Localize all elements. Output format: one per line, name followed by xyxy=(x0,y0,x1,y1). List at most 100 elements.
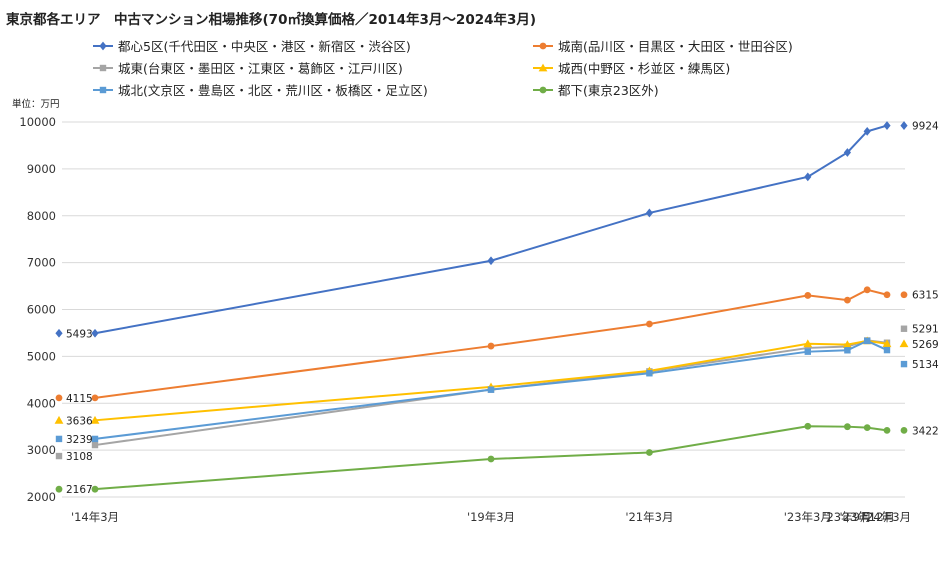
data-label-marker xyxy=(55,452,63,460)
data-point xyxy=(487,455,495,463)
legend-swatch-icon xyxy=(93,86,113,93)
x-tick-label: '23年9月 xyxy=(823,510,871,524)
data-label-marker xyxy=(55,394,63,402)
data-point xyxy=(804,292,812,299)
legend-item-4: 城西(中野区・杉並区・練馬区) xyxy=(532,58,730,77)
data-point xyxy=(883,291,891,299)
y-tick-label: 8000 xyxy=(27,209,56,223)
data-point xyxy=(646,370,653,377)
legend-item-2: 城南(品川区・目黒区・大田区・世田谷区) xyxy=(532,36,793,55)
legend-swatch-icon xyxy=(533,86,553,93)
y-tick-label: 10000 xyxy=(19,115,56,129)
data-point xyxy=(91,485,99,493)
data-label-end: 5291 xyxy=(912,324,939,336)
series-6: 2167 3422 xyxy=(55,422,939,496)
data-point xyxy=(645,208,653,218)
data-point xyxy=(863,286,871,294)
legend-label: 城南(品川区・目黒区・大田区・世田谷区) xyxy=(558,39,793,54)
legend-swatch-marker xyxy=(539,86,547,93)
data-point xyxy=(91,441,99,449)
data-point xyxy=(90,415,100,424)
data-label-marker xyxy=(900,291,908,299)
data-point xyxy=(487,256,495,266)
data-label-end: 3422 xyxy=(912,425,939,437)
legend-swatch-icon xyxy=(533,63,553,71)
data-label-marker xyxy=(55,328,63,338)
data-point xyxy=(804,422,812,430)
data-label-start: 4115 xyxy=(66,393,93,405)
legend-swatch-marker xyxy=(538,63,548,71)
series-2: 4115 6315 xyxy=(55,286,939,405)
legend-swatch-icon xyxy=(93,64,113,71)
x-tick-label: '19年3月 xyxy=(467,510,515,524)
legend-swatch-marker xyxy=(99,86,107,93)
data-point xyxy=(883,346,891,354)
series-5: 3239 5134 xyxy=(55,337,939,446)
data-point xyxy=(883,121,891,130)
data-label-start: 5493 xyxy=(66,328,93,340)
data-point xyxy=(804,172,812,182)
y-tick-label: 7000 xyxy=(27,256,56,270)
x-tick-label: '23年3月 xyxy=(784,510,832,524)
data-point xyxy=(844,423,851,431)
legend-item-3: 城東(台東区・墨田区・江東区・葛飾区・江戸川区) xyxy=(92,58,403,77)
y-tick-label: 6000 xyxy=(27,303,56,317)
data-point xyxy=(882,339,892,348)
legend-label: 城北(文京区・豊島区・北区・荒川区・板橋区・足立区) xyxy=(118,83,428,98)
data-label-end: 5269 xyxy=(912,339,939,351)
data-label-marker xyxy=(899,339,909,348)
data-label-marker xyxy=(900,426,908,434)
data-label-marker xyxy=(900,325,908,332)
data-point xyxy=(804,348,811,355)
data-point xyxy=(883,426,891,434)
data-label-marker xyxy=(55,435,63,443)
data-point xyxy=(91,394,99,402)
data-label-marker xyxy=(900,360,908,368)
legend-item-6: 都下(東京23区外) xyxy=(532,80,659,99)
legend-label: 都心5区(千代田区・中央区・港区・新宿区・渋谷区) xyxy=(118,39,411,54)
x-tick-label: '14年3月 xyxy=(71,510,119,524)
data-label-start: 3108 xyxy=(66,451,93,463)
legend-label: 城東(台東区・墨田区・江東区・葛飾区・江戸川区) xyxy=(118,61,403,76)
data-label-start: 3239 xyxy=(66,434,93,446)
data-label-end: 5134 xyxy=(912,359,939,371)
legend-swatch-icon xyxy=(93,41,113,50)
data-point xyxy=(863,126,871,136)
chart-title: 東京都各エリア 中古マンション相場推移(70㎡換算価格／2014年3月～2024… xyxy=(6,12,537,28)
y-tick-label: 9000 xyxy=(27,162,56,176)
data-point xyxy=(804,344,811,352)
legend-label: 城西(中野区・杉並区・練馬区) xyxy=(558,61,731,76)
data-point xyxy=(843,340,852,349)
data-point xyxy=(863,424,871,432)
data-label-start: 3636 xyxy=(66,415,93,427)
unit-label: 単位：万円 xyxy=(12,99,60,110)
data-point xyxy=(803,339,813,348)
data-label-end: 9924 xyxy=(912,121,939,133)
data-point xyxy=(843,148,851,157)
legend-item-5: 城北(文京区・豊島区・北区・荒川区・板橋区・足立区) xyxy=(92,80,428,99)
data-point xyxy=(844,296,851,304)
y-tick-label: 4000 xyxy=(27,396,56,410)
y-tick-label: 2000 xyxy=(27,490,56,504)
x-tick-label: '21年3月 xyxy=(625,510,673,524)
data-point xyxy=(844,347,851,354)
data-point xyxy=(646,449,653,456)
legend-swatch-marker xyxy=(539,42,547,49)
legend-item-1: 都心5区(千代田区・中央区・港区・新宿区・渋谷区) xyxy=(92,36,411,55)
y-tick-label: 5000 xyxy=(27,349,56,363)
legend-swatch-marker xyxy=(99,64,107,71)
series-1: 5493 9924 xyxy=(55,121,939,340)
data-label-marker xyxy=(900,121,908,130)
data-point xyxy=(487,386,495,393)
data-label-marker xyxy=(54,415,64,424)
data-label-end: 6315 xyxy=(912,290,939,302)
legend-label: 都下(東京23区外) xyxy=(558,83,659,98)
y-tick-label: 3000 xyxy=(27,443,56,457)
legend-swatch-icon xyxy=(533,42,553,49)
data-point xyxy=(91,435,99,443)
data-label-start: 2167 xyxy=(66,484,93,496)
x-tick-label: '23年12月 xyxy=(839,510,894,524)
x-tick-label: '24年3月 xyxy=(863,510,911,524)
data-point xyxy=(91,328,99,338)
